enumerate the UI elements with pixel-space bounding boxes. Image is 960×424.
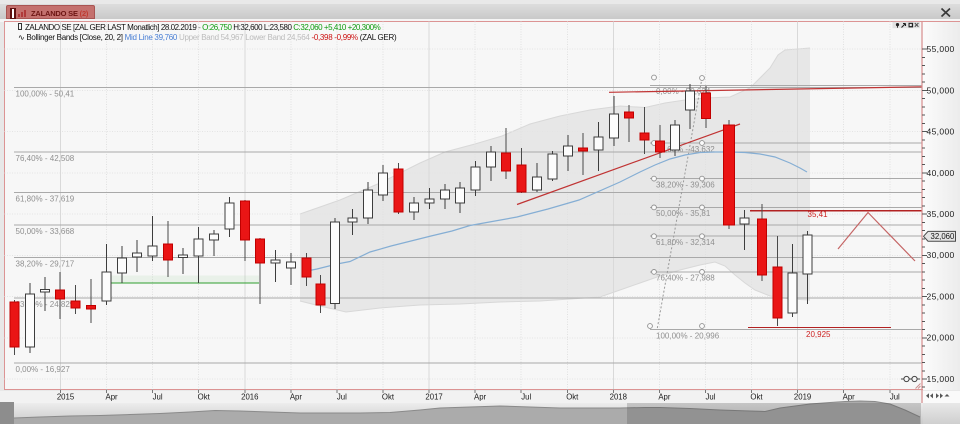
svg-text:61,80% - 37,619: 61,80% - 37,619	[16, 194, 75, 203]
svg-text:25,000: 25,000	[927, 291, 955, 301]
svg-text:38,20% - 39,306: 38,20% - 39,306	[656, 180, 715, 189]
svg-text:50,00% - 35,81: 50,00% - 35,81	[656, 209, 711, 218]
svg-text:Apr: Apr	[290, 393, 303, 402]
svg-text:0,00% - 50,624: 0,00% - 50,624	[656, 87, 711, 96]
svg-text:50,000: 50,000	[927, 85, 955, 95]
svg-text:20,925: 20,925	[806, 330, 831, 339]
svg-text:2015: 2015	[57, 393, 75, 402]
svg-text:76,40% - 42,508: 76,40% - 42,508	[16, 154, 75, 163]
svg-text:100,00% - 50,41: 100,00% - 50,41	[16, 89, 75, 98]
svg-text:35,000: 35,000	[927, 209, 955, 219]
svg-text:Jul: Jul	[890, 393, 900, 402]
svg-text:2016: 2016	[241, 393, 258, 402]
svg-text:100,00% - 20,996: 100,00% - 20,996	[656, 331, 720, 340]
svg-text:Apr: Apr	[843, 393, 856, 402]
svg-text:Okt: Okt	[198, 393, 211, 402]
svg-text:2017: 2017	[425, 393, 442, 402]
svg-text:Jul: Jul	[153, 393, 163, 402]
svg-text:50,00% - 33,668: 50,00% - 33,668	[16, 227, 75, 236]
svg-text:45,000: 45,000	[927, 127, 955, 137]
svg-text:Okt: Okt	[750, 393, 763, 402]
svg-text:Okt: Okt	[566, 393, 579, 402]
svg-text:76,40% - 27,988: 76,40% - 27,988	[656, 274, 715, 283]
svg-text:Jul: Jul	[706, 393, 716, 402]
svg-text:Okt: Okt	[382, 393, 395, 402]
svg-text:Jul: Jul	[521, 393, 531, 402]
svg-text:Apr: Apr	[474, 393, 487, 402]
svg-text:55,000: 55,000	[927, 44, 955, 54]
svg-text:32,060: 32,060	[931, 232, 956, 241]
svg-text:38,20% - 29,717: 38,20% - 29,717	[16, 260, 75, 269]
svg-text:20,000: 20,000	[927, 333, 955, 343]
svg-text:0,00% - 16,927: 0,00% - 16,927	[16, 365, 71, 374]
svg-text:40,000: 40,000	[927, 168, 955, 178]
svg-text:Jul: Jul	[337, 393, 347, 402]
svg-text:61,80% - 32,314: 61,80% - 32,314	[656, 238, 715, 247]
svg-text:Apr: Apr	[658, 393, 671, 402]
svg-text:15,000: 15,000	[927, 374, 955, 384]
svg-text:23,60% - 43,632: 23,60% - 43,632	[656, 145, 715, 154]
svg-text:35,41: 35,41	[808, 210, 829, 219]
svg-text:2018: 2018	[610, 393, 627, 402]
svg-text:30,000: 30,000	[927, 250, 955, 260]
svg-text:2019: 2019	[794, 393, 811, 402]
svg-text:Apr: Apr	[106, 393, 119, 402]
